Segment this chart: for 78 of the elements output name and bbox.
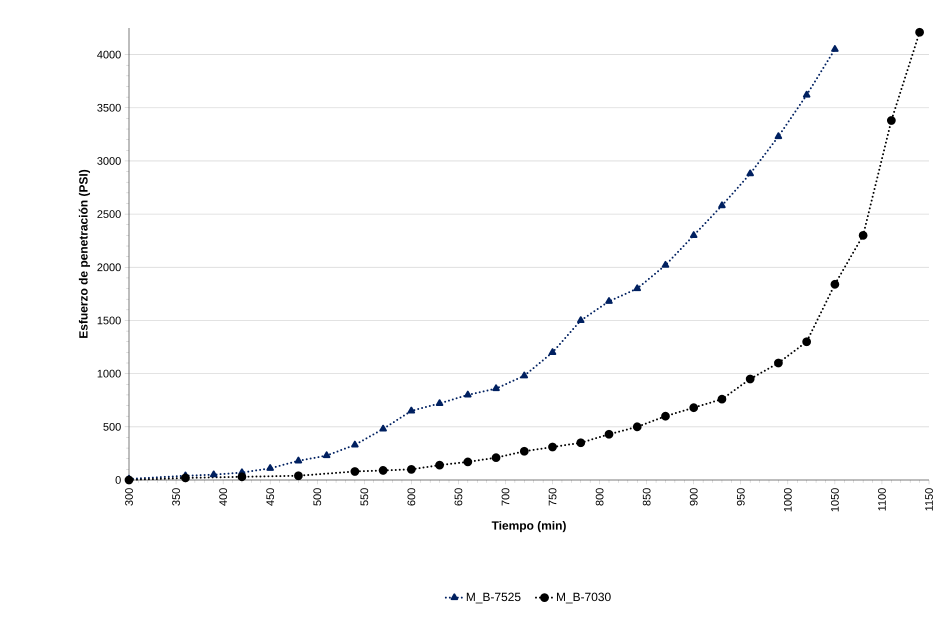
point xyxy=(520,446,529,456)
y-tick-label: 500 xyxy=(103,422,121,431)
y-tick-label: 2500 xyxy=(97,210,121,218)
point xyxy=(802,90,810,98)
x-tick-label: 1050 xyxy=(831,488,839,512)
point xyxy=(718,201,726,208)
point xyxy=(181,473,190,482)
point xyxy=(689,403,698,412)
point xyxy=(492,453,500,462)
point xyxy=(350,467,360,476)
point xyxy=(718,394,726,404)
point xyxy=(576,438,586,448)
point xyxy=(831,45,839,52)
x-tick-label: 700 xyxy=(502,488,510,506)
point xyxy=(266,464,274,471)
point xyxy=(435,460,444,470)
point xyxy=(520,372,528,378)
y-axis-title: Esfuerzo de penetración (PSI) xyxy=(78,170,90,338)
point xyxy=(802,337,812,346)
x-tick-label: 600 xyxy=(407,488,416,506)
y-tick-label: 3500 xyxy=(97,104,121,112)
point xyxy=(492,384,500,392)
x-tick-label: 550 xyxy=(360,488,368,506)
y-tick-label: 3000 xyxy=(97,157,121,165)
x-tick-label: 1100 xyxy=(878,488,886,511)
point xyxy=(548,348,556,355)
point xyxy=(406,464,416,474)
x-tick-label: 950 xyxy=(736,488,745,506)
point xyxy=(774,132,782,140)
point xyxy=(746,170,754,176)
point xyxy=(351,440,359,448)
point xyxy=(633,284,641,292)
x-tick-label: 350 xyxy=(172,488,180,506)
point xyxy=(463,458,472,466)
point xyxy=(408,406,416,414)
y-tick-label: 4000 xyxy=(97,50,121,58)
x-tick-label: 400 xyxy=(219,488,227,506)
point xyxy=(238,472,246,482)
point xyxy=(436,399,444,406)
point xyxy=(746,374,755,384)
x-tick-label: 800 xyxy=(596,488,604,506)
point xyxy=(774,358,783,368)
point xyxy=(605,297,613,304)
point xyxy=(830,280,840,289)
point xyxy=(632,422,642,432)
x-tick-label: 300 xyxy=(125,488,133,506)
point xyxy=(464,390,472,398)
point xyxy=(322,451,330,458)
point xyxy=(858,230,868,240)
x-tick-label: 1150 xyxy=(925,488,933,511)
x-tick-label: 1000 xyxy=(784,488,792,512)
y-tick-label: 2000 xyxy=(97,263,121,272)
point xyxy=(548,442,557,452)
x-tick-label: 850 xyxy=(642,488,651,506)
y-tick-label: 1500 xyxy=(98,316,121,324)
point xyxy=(124,476,134,484)
x-axis-title: Tiempo (min) xyxy=(492,521,566,532)
x-tick-label: 750 xyxy=(548,488,556,506)
point xyxy=(294,456,302,464)
legend-label: M_B-7525 xyxy=(466,592,520,604)
y-tick-label: 1000 xyxy=(98,370,121,378)
y-tick-label: 0 xyxy=(116,476,121,484)
point xyxy=(604,430,614,439)
point xyxy=(379,424,387,432)
x-tick-label: 450 xyxy=(266,488,274,506)
point xyxy=(661,412,670,421)
x-tick-label: 650 xyxy=(454,488,462,506)
x-tick-label: 900 xyxy=(690,488,698,506)
x-tick-label: 500 xyxy=(313,488,322,506)
point xyxy=(886,116,896,125)
point xyxy=(690,231,698,238)
point xyxy=(294,471,303,480)
point xyxy=(662,260,670,268)
point xyxy=(915,28,924,37)
point xyxy=(210,470,218,478)
point xyxy=(378,466,388,475)
legend-label: M_B-7030 xyxy=(556,592,611,604)
point xyxy=(577,316,585,324)
